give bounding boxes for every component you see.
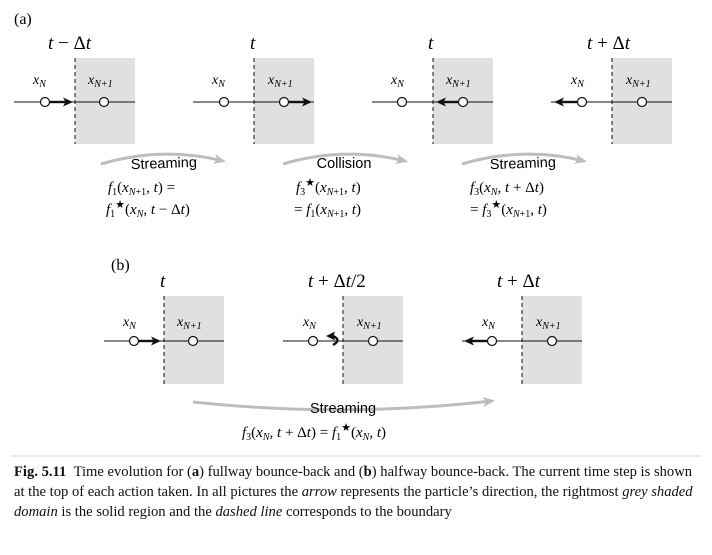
node-x-n-plus-1	[367, 335, 379, 347]
caption-text: ) fullway bounce-back and (	[199, 464, 364, 480]
node-x-n	[486, 335, 498, 347]
node-x-n-plus-1	[278, 96, 290, 108]
node-x-n	[396, 96, 408, 108]
transition-arrow-streaming-2	[461, 152, 587, 166]
panel-a-frame-3: xN xN+1	[372, 58, 493, 144]
figure-label: Fig. 5.11	[14, 464, 67, 480]
svg-text:f1★(xN, t − Δt): f1★(xN, t − Δt)	[106, 199, 190, 220]
transition-arrow-collision	[282, 152, 408, 166]
panel-a-time-4: t + Δt	[587, 33, 631, 54]
caption-text: is the solid region and the	[57, 504, 216, 520]
caption-italic-arrow: arrow	[301, 484, 337, 500]
panel-a-label: (a)	[14, 11, 32, 28]
node-x-n-plus-1	[636, 96, 648, 108]
caption-text: represents the particle’s direction, the…	[336, 484, 623, 500]
equation-streaming-1: f1(xN+1, t) = f1★(xN, t − Δt)	[106, 180, 190, 220]
panel-a-time-1: t − Δt	[48, 33, 92, 54]
node-x-n-plus-1	[187, 335, 199, 347]
transition-arrow-streaming	[192, 397, 495, 412]
label-x-n: xN	[570, 73, 585, 90]
node-x-n	[576, 96, 588, 108]
caption-text: corresponds to the boundary	[282, 504, 452, 520]
node-x-n	[128, 335, 140, 347]
node-x-n-plus-1	[457, 96, 469, 108]
svg-text:f3(xN, t + Δt): f3(xN, t + Δt)	[470, 180, 544, 198]
panel-a-frame-4: xN xN+1	[551, 58, 672, 144]
svg-text:f1(xN+1, t) =: f1(xN+1, t) =	[108, 180, 175, 198]
equation-halfway: f3(xN, t + Δt) = f1★(xN, t)	[242, 422, 386, 443]
panel-a-frame-2: xN xN+1	[193, 58, 314, 144]
particle-arrow-icon	[464, 336, 487, 346]
figure-caption: Fig. 5.11 Time evolution for (a) fullway…	[14, 462, 704, 522]
transition-arrow-streaming-1	[100, 152, 226, 166]
node-x-n	[39, 96, 51, 108]
action-label-streaming-1: Streaming	[131, 155, 198, 173]
action-label-streaming-2: Streaming	[490, 155, 557, 173]
panel-b-frame-3: xN xN+1	[462, 296, 582, 384]
caption-italic-dashed: dashed line	[215, 504, 283, 520]
label-x-n: xN	[32, 73, 47, 90]
node-x-n-plus-1	[98, 96, 110, 108]
label-x-n: xN	[211, 73, 226, 90]
node-x-n	[307, 335, 319, 347]
label-x-n: xN	[481, 315, 496, 332]
label-x-n: xN	[122, 315, 137, 332]
svg-text:= f3★(xN+1, t): = f3★(xN+1, t)	[470, 199, 547, 220]
svg-text:f3(xN, t + Δt) = f1★(xN, t): f3(xN, t + Δt) = f1★(xN, t)	[242, 422, 386, 443]
action-label-streaming: Streaming	[310, 401, 376, 417]
panel-b-frame-1: xN xN+1	[104, 296, 224, 384]
action-label-collision: Collision	[317, 156, 372, 172]
caption-italic-grey: grey shaded domain	[14, 484, 693, 520]
panel-b-time-1: t	[160, 271, 166, 292]
bounce-arrow-icon	[326, 331, 339, 347]
node-x-n	[218, 96, 230, 108]
caption-bold-a: a	[191, 464, 200, 480]
panel-b-frame-2: xN xN+1	[283, 296, 403, 384]
label-x-n: xN	[390, 73, 405, 90]
panel-b-time-2: t + Δt/2	[308, 271, 366, 292]
particle-arrow-icon	[289, 97, 312, 107]
label-x-n: xN	[302, 315, 317, 332]
panel-a-time-3: t	[428, 33, 434, 54]
equation-streaming-2: f3(xN, t + Δt) = f3★(xN+1, t)	[470, 180, 547, 220]
caption-bold-b: b	[363, 464, 372, 480]
panel-b-label: (b)	[111, 257, 130, 274]
svg-text:f3★(xN+1, t): f3★(xN+1, t)	[296, 177, 361, 198]
particle-arrow-icon	[139, 336, 161, 346]
node-x-n-plus-1	[546, 335, 558, 347]
equation-collision: f3★(xN+1, t) = f1(xN+1, t)	[294, 177, 361, 220]
svg-text:= f1(xN+1, t): = f1(xN+1, t)	[294, 202, 361, 220]
caption-text: Time evolution for (	[73, 464, 192, 480]
caption-text: ) halfway bounce-back. The current time …	[14, 464, 693, 500]
particle-arrow-icon	[554, 97, 577, 107]
particle-arrow-icon	[50, 97, 73, 107]
panel-a-frame-1: xN xN+1	[14, 58, 135, 144]
panel-a-time-2: t	[250, 33, 256, 54]
particle-arrow-icon	[436, 97, 458, 107]
panel-b-time-3: t + Δt	[497, 271, 541, 292]
